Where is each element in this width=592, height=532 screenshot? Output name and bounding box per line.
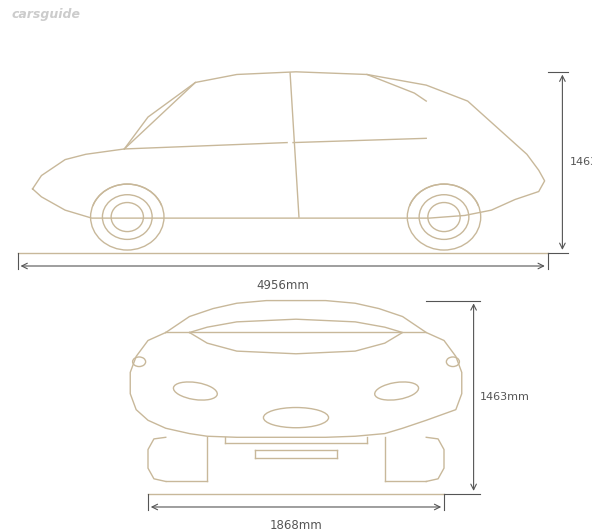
Text: 1463mm: 1463mm bbox=[480, 392, 529, 402]
Text: 1463mm: 1463mm bbox=[570, 157, 592, 167]
Text: 4956mm: 4956mm bbox=[256, 279, 309, 292]
Text: carsguide: carsguide bbox=[12, 9, 81, 21]
Text: 1868mm: 1868mm bbox=[269, 519, 323, 531]
